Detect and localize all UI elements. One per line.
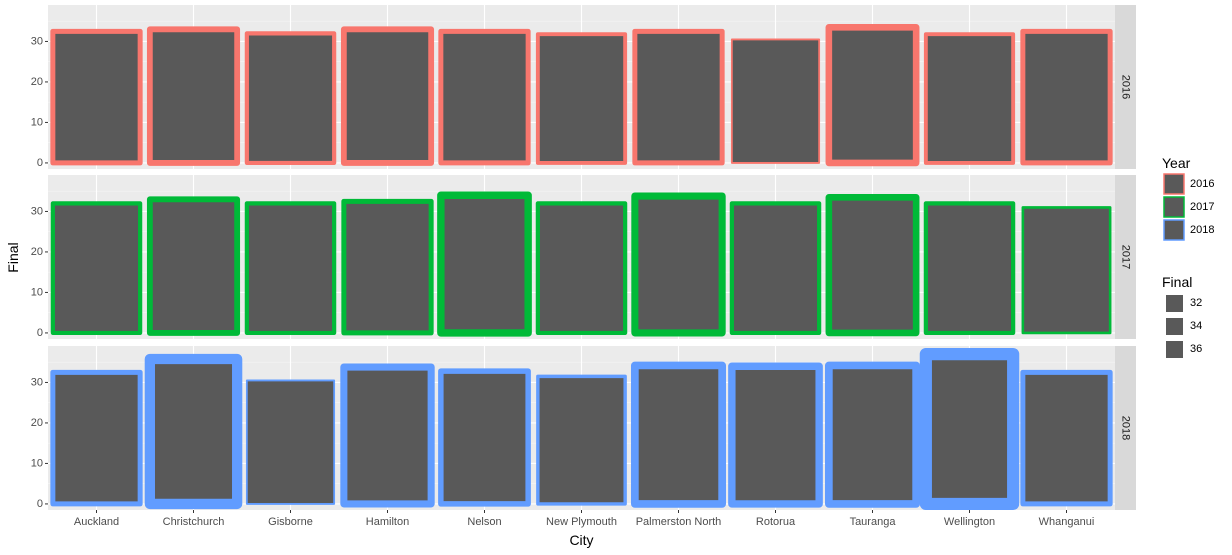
facet-strip <box>1115 346 1136 510</box>
facet-strip <box>1115 5 1136 169</box>
y-tick-label: 0 <box>37 327 43 339</box>
bar-0-6 <box>632 28 725 166</box>
legend-key-final-34 <box>1166 318 1183 335</box>
legend-label: 2018 <box>1190 224 1214 236</box>
bar-0-1 <box>146 26 241 166</box>
bar-1-6 <box>631 192 726 337</box>
legend-key-2017 <box>1163 196 1185 218</box>
bar-0-5 <box>535 32 628 165</box>
bar-1-3 <box>341 198 434 336</box>
x-tick-label: Hamilton <box>366 516 409 528</box>
y-tick-label: 30 <box>31 35 43 47</box>
x-tick-label: Rotorua <box>756 516 796 528</box>
bar-2-5 <box>536 374 627 506</box>
bar-0-10 <box>1020 28 1113 166</box>
x-tick-label: Christchurch <box>163 516 225 528</box>
bar-0-7 <box>730 38 821 164</box>
y-tick-label: 10 <box>31 457 43 469</box>
x-tick-label: Wellington <box>944 516 995 528</box>
bar-2-4 <box>438 368 531 507</box>
y-tick-label: 0 <box>37 157 43 169</box>
y-tick-label: 10 <box>31 116 43 128</box>
legend-key-final-36 <box>1166 341 1183 358</box>
bar-1-9 <box>923 201 1016 336</box>
bar-1-4 <box>437 191 532 337</box>
x-tick-label: Auckland <box>74 516 119 528</box>
facet-strip <box>1115 175 1136 339</box>
legend-label: 36 <box>1190 343 1202 355</box>
x-tick-label: New Plymouth <box>546 516 617 528</box>
bar-2-3 <box>340 363 435 508</box>
legend-label: 32 <box>1190 297 1202 309</box>
bar-2-1 <box>144 353 243 510</box>
x-tick-label: Tauranga <box>850 516 897 528</box>
y-tick-label: 30 <box>31 376 43 388</box>
bar-2-8 <box>824 361 921 508</box>
x-tick-label: Gisborne <box>268 516 313 528</box>
facet-panel-2016: 2016 <box>48 5 1136 169</box>
facet-panel-2018: 2018 <box>48 346 1136 511</box>
bar-0-9 <box>923 32 1016 165</box>
y-tick-label: 10 <box>31 286 43 298</box>
bar-1-1 <box>146 196 241 336</box>
bar-0-2 <box>244 31 337 166</box>
bar-0-4 <box>438 28 531 166</box>
x-tick-label: Whanganui <box>1039 516 1095 528</box>
bar-1-10 <box>1021 206 1112 335</box>
x-tick-label: Palmerston North <box>636 516 722 528</box>
legend-label: 34 <box>1190 320 1202 332</box>
bar-2-9 <box>919 347 1020 511</box>
y-tick-label: 30 <box>31 205 43 217</box>
legend-layer: Year 2016 2017 2018 Final 32 34 36 <box>1162 155 1214 358</box>
bar-2-0 <box>50 369 143 507</box>
panels-layer: 2016 2017 2018 <box>48 5 1136 511</box>
legend-title-final: Final <box>1162 274 1192 290</box>
bar-0-0 <box>50 28 143 166</box>
bar-2-10 <box>1020 369 1113 507</box>
bar-1-8 <box>825 193 920 337</box>
bar-1-0 <box>50 201 143 336</box>
bar-1-2 <box>244 201 337 336</box>
y-tick-label: 20 <box>31 417 43 429</box>
legend-key-final-32 <box>1166 295 1183 312</box>
legend-title-year: Year <box>1162 155 1191 171</box>
bar-0-3 <box>340 26 435 166</box>
bar-2-7 <box>728 362 823 508</box>
legend-key-2018 <box>1163 219 1185 241</box>
bar-1-7 <box>729 201 822 336</box>
y-tick-label: 20 <box>31 76 43 88</box>
bar-2-2 <box>245 379 336 505</box>
bar-1-5 <box>535 201 628 336</box>
facet-strip-label-2016: 2016 <box>1120 75 1132 99</box>
y-tick-label: 20 <box>31 246 43 258</box>
bar-0-8 <box>825 23 920 167</box>
bar-2-6 <box>630 361 727 508</box>
x-tick-label: Nelson <box>467 516 501 528</box>
facet-panel-2017: 2017 <box>48 175 1136 339</box>
facet-strip-label-2018: 2018 <box>1120 416 1132 440</box>
y-axis-title: Final <box>5 242 21 272</box>
y-tick-label: 0 <box>37 498 43 510</box>
axis-layer: 0 10 20 30 0 10 20 30 0 10 20 30 Auckland Christchurc… <box>31 35 1095 528</box>
legend-key-2016 <box>1163 173 1185 195</box>
legend-label: 2017 <box>1190 201 1214 213</box>
legend-label: 2016 <box>1190 178 1214 190</box>
facet-strip-label-2017: 2017 <box>1120 245 1132 269</box>
x-axis-title: City <box>569 532 593 548</box>
